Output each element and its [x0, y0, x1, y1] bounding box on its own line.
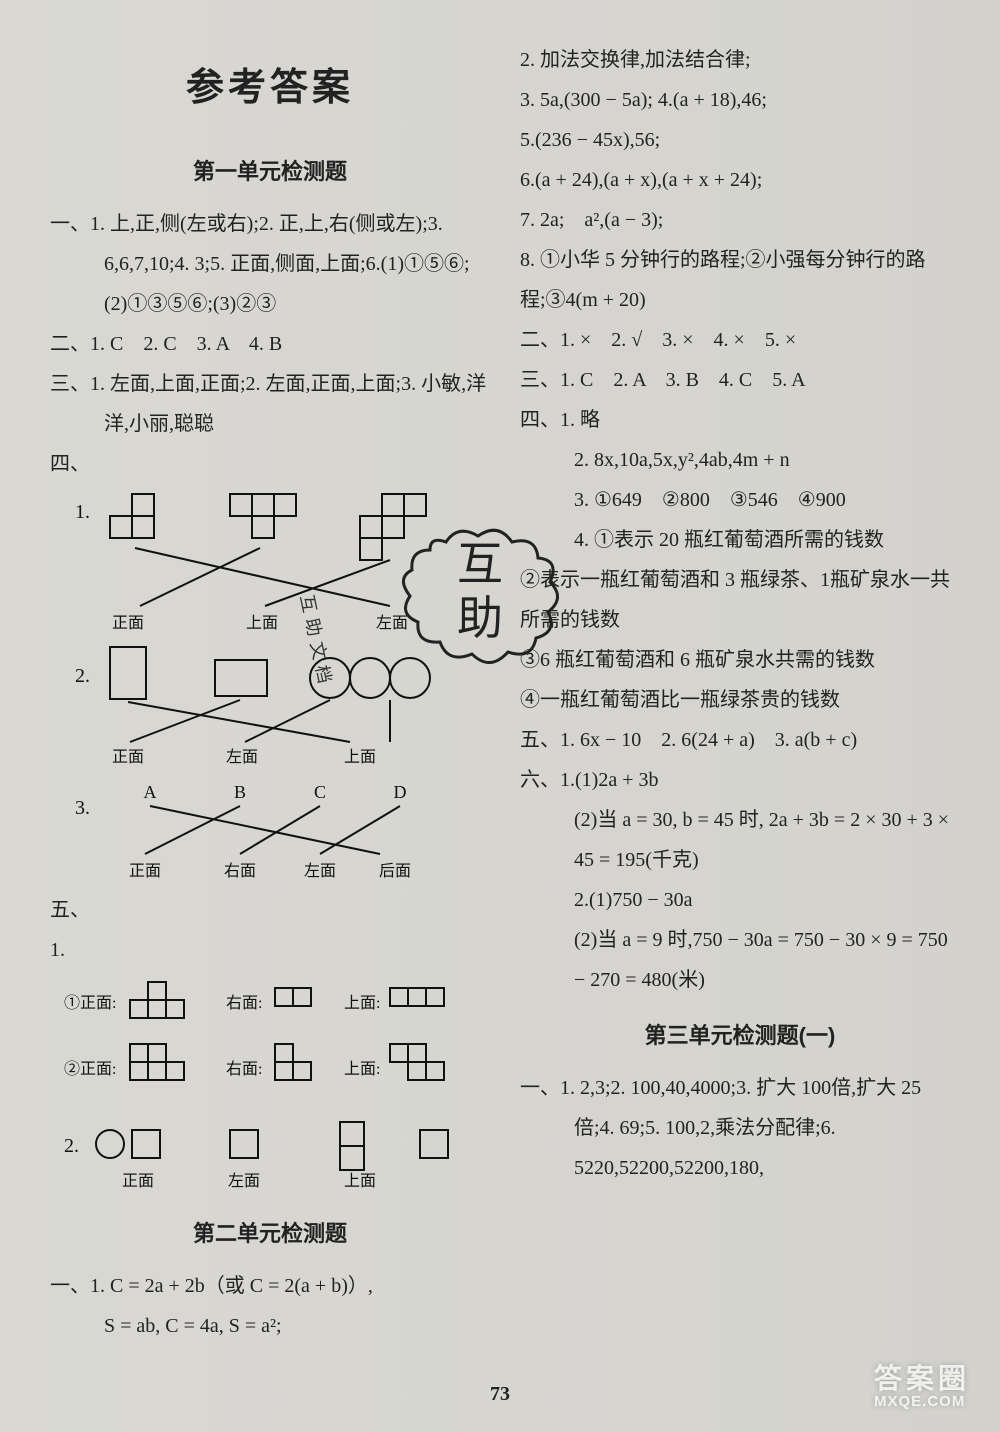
svg-text:左面: 左面: [228, 1172, 260, 1190]
svg-text:正面: 正面: [122, 1173, 154, 1190]
u2-liu1: 六、1.(1)2a + 3b: [520, 760, 960, 800]
u2-si4a: 4. ①表示 20 瓶红葡萄酒所需的钱数: [520, 520, 960, 560]
svg-text:右面: 右面: [224, 862, 256, 880]
wm-main: 答案圈: [874, 1363, 970, 1394]
u2-l5: 5.(236 − 45x),56;: [520, 120, 960, 160]
u2-l6: 6.(a + 24),(a + x),(a + x + 24);: [520, 160, 960, 200]
u2-si4d: ④一瓶红葡萄酒比一瓶绿茶贵的钱数: [520, 680, 960, 720]
svg-text:上面:: 上面:: [344, 994, 380, 1012]
figure-q2: 2. 正面 左面 上面: [50, 642, 490, 772]
u2-liu2b: (2)当 a = 9 时,750 − 30a = 750 − 30 × 9 = …: [520, 920, 960, 1000]
u2-wu: 五、1. 6x − 10 2. 6(24 + a) 3. a(b + c): [520, 720, 960, 760]
svg-text:上面:: 上面:: [344, 1060, 380, 1078]
unit3-heading: 第三单元检测题(一): [520, 1014, 960, 1058]
svg-text:②正面:: ②正面:: [64, 1060, 116, 1078]
u2-l8: 8. ①小华 5 分钟行的路程;②小强每分钟行的路程;③4(m + 20): [520, 240, 960, 320]
svg-text:后面: 后面: [379, 862, 411, 880]
watermark-bottom-right: 答案圈 MXQE.COM: [874, 1357, 970, 1410]
svg-text:2.: 2.: [75, 665, 90, 687]
u2-liu1b: (2)当 a = 30, b = 45 时, 2a + 3b = 2 × 30 …: [520, 800, 960, 880]
unit1-heading: 第一单元检测题: [50, 150, 490, 194]
svg-text:上面: 上面: [344, 748, 376, 766]
u2-san: 三、1. C 2. A 3. B 4. C 5. A: [520, 360, 960, 400]
figure-wu1: ①正面: 右面: 上面: ②正面: 右面: 上面:: [50, 974, 490, 1114]
svg-text:正面: 正面: [112, 749, 144, 766]
right-column: 2. 加法交换律,加法结合律; 3. 5a,(300 − 5a); 4.(a +…: [520, 40, 960, 1392]
svg-text:B: B: [234, 782, 246, 802]
main-title: 参考答案: [50, 50, 490, 126]
u2-si4c: ③6 瓶红葡萄酒和 6 瓶矿泉水共需的钱数: [520, 640, 960, 680]
unit1-san: 三、1. 左面,上面,正面;2. 左面,正面,上面;3. 小敏,洋洋,小丽,聪聪: [50, 364, 490, 444]
svg-text:右面:: 右面:: [226, 994, 262, 1012]
svg-text:D: D: [394, 782, 407, 802]
u2-si2: 2. 8x,10a,5x,y²,4ab,4m + n: [520, 440, 960, 480]
wm-sub: MXQE.COM: [874, 1393, 970, 1410]
page-number: 73: [0, 1383, 1000, 1406]
two-column-layout: 参考答案 第一单元检测题 一、1. 上,正,侧(左或右);2. 正,上,右(侧或…: [50, 40, 960, 1392]
svg-text:2.: 2.: [64, 1135, 79, 1157]
u2-l2: 2. 加法交换律,加法结合律;: [520, 40, 960, 80]
unit2-yi1b: S = ab, C = 4a, S = a²;: [50, 1306, 490, 1346]
svg-text:①正面:: ①正面:: [64, 994, 116, 1012]
svg-text:左面: 左面: [304, 862, 336, 880]
unit1-wu-1: 1.: [50, 930, 490, 970]
svg-text:正面: 正面: [112, 615, 144, 632]
figure-q3: 3. A B C D 正面 右面 左面 后面: [50, 776, 490, 886]
u2-liu2a: 2.(1)750 − 30a: [520, 880, 960, 920]
svg-text:C: C: [314, 782, 326, 802]
u2-l7: 7. 2a; a²,(a − 3);: [520, 200, 960, 240]
figure-q1: 1. 正面 上面 左面: [50, 488, 490, 638]
unit1-yi: 一、1. 上,正,侧(左或右);2. 正,上,右(侧或左);3. 6,6,7,1…: [50, 204, 490, 324]
svg-text:上面: 上面: [344, 1172, 376, 1190]
u2-er: 二、1. × 2. √ 3. × 4. × 5. ×: [520, 320, 960, 360]
svg-text:右面:: 右面:: [226, 1060, 262, 1078]
unit2-yi1: 一、1. C = 2a + 2b（或 C = 2(a + b)）,: [50, 1266, 490, 1306]
u2-l3: 3. 5a,(300 − 5a); 4.(a + 18),46;: [520, 80, 960, 120]
unit1-wu-label: 五、: [50, 890, 490, 930]
q1-num: 1.: [75, 501, 90, 523]
unit1-si-label: 四、: [50, 444, 490, 484]
u3-yi: 一、1. 2,3;2. 100,40,4000;3. 扩大 100倍,扩大 25…: [520, 1068, 960, 1188]
svg-text:左面: 左面: [376, 614, 408, 632]
svg-text:正面: 正面: [129, 863, 161, 880]
page-root: 参考答案 第一单元检测题 一、1. 上,正,侧(左或右);2. 正,上,右(侧或…: [0, 0, 1000, 1432]
figure-wu2: 2. 正面 左面 上面: [50, 1118, 490, 1198]
svg-text:3.: 3.: [75, 797, 90, 819]
u2-si4b: ②表示一瓶红葡萄酒和 3 瓶绿茶、1瓶矿泉水一共所需的钱数: [520, 560, 960, 640]
svg-text:上面: 上面: [246, 614, 278, 632]
u2-si1: 四、1. 略: [520, 400, 960, 440]
unit2-heading: 第二单元检测题: [50, 1212, 490, 1256]
u2-si3: 3. ①649 ②800 ③546 ④900: [520, 480, 960, 520]
unit1-er: 二、1. C 2. C 3. A 4. B: [50, 324, 490, 364]
svg-text:A: A: [144, 782, 157, 802]
left-column: 参考答案 第一单元检测题 一、1. 上,正,侧(左或右);2. 正,上,右(侧或…: [50, 40, 490, 1392]
svg-text:左面: 左面: [226, 748, 258, 766]
